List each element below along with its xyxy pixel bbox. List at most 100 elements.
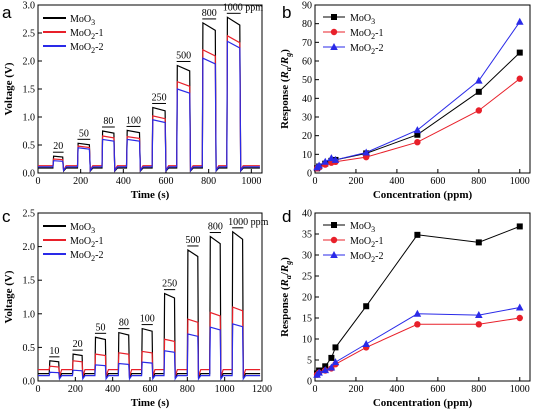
x-axis-label: Time (s) [131,189,170,201]
panel-label: c [2,207,11,226]
data-point [331,155,340,163]
x-tick-label: 200 [348,176,363,187]
y-tick-label: 70 [302,38,312,49]
x-tick-label: 200 [68,384,83,395]
pulse-label: 500 [176,50,191,61]
series-line-MoO3 [38,230,261,381]
y-tick-label: 0.5 [23,141,36,152]
pulse-label: 10 [49,346,59,357]
pulse-label: 500 [185,235,200,246]
data-point [327,363,336,371]
x-tick-label: 800 [471,176,486,187]
legend-label: MoO2-2 [350,251,383,264]
data-point [315,368,323,376]
data-point [331,358,340,366]
data-point [475,107,483,114]
data-point [413,126,422,134]
y-tick-label: 20 [302,131,312,142]
panel-c: c 0 200 400 600 800 1000 1200 0.0 0.5 1.0 1.5 2.0 2.5… [2,207,272,409]
panel-a: a 0 200 400 600 800 1000 0.0 0.5 1.0 1.5 2.0 2.5 3.0 T… [2,1,263,202]
y-tick-label: 30 [302,251,312,262]
x-tick-label: 600 [143,384,158,395]
data-point [332,344,339,351]
data-point [321,366,330,374]
y-tick-label: 90 [302,1,312,12]
data-point [516,223,523,230]
data-point [362,148,370,156]
y-tick-label: 1.0 [23,113,36,124]
x-axis-label: Concentration (ppm) [373,189,473,201]
pulse-label: 800 [202,8,217,19]
panel-label: b [282,3,291,22]
data-point [515,17,524,25]
data-point [414,139,421,146]
pulse-label: 250 [152,92,167,103]
x-tick-label: 800 [201,176,216,187]
legend-marker [331,14,337,20]
y-tick-label: 1.5 [23,85,36,96]
data-point [414,131,421,138]
legend-marker [330,251,338,258]
y-tick-label: 1.5 [23,276,36,287]
x-tick-label: 800 [471,384,486,395]
legend-marker [330,236,338,244]
legend-label: MoO2-2 [70,42,103,55]
y-tick-label: 50 [302,75,312,86]
data-point [515,303,524,311]
x-tick-label: 400 [116,176,131,187]
y-tick-label: 2.0 [23,57,36,68]
legend-label: MoO2-1 [70,236,103,249]
x-tick-label: 0 [36,176,41,187]
pulse-label: 50 [96,322,106,333]
data-point [362,340,370,348]
legend-label: MoO2-2 [70,250,103,263]
data-point [413,309,422,317]
y-tick-label: 2.5 [23,209,36,220]
x-tick-label: 400 [389,176,404,187]
data-point [414,321,421,328]
y-tick-label: 80 [302,19,312,30]
pulse-label: 20 [53,141,63,152]
pulse-label: 1000 ppm [228,217,269,228]
series-line-MoO3 [316,52,521,169]
x-tick-label: 800 [180,384,195,395]
pulse-label: 100 [140,314,155,325]
x-axis-label: Concentration (ppm) [373,397,473,409]
panel-b: b 0 200 400 600 800 1000 0 10 20 30 40 50 60 70 80 90 Con… [279,1,531,201]
pulse-label: 100 [126,115,141,126]
y-tick-label: 10 [302,335,312,346]
data-point [414,231,421,238]
legend-label: MoO3 [70,14,95,27]
y-tick-label: 30 [302,113,312,124]
pulse-label: 250 [162,279,177,290]
legend-marker [330,28,338,36]
legend-label: MoO2-1 [70,28,103,41]
y-tick-label: 0.5 [23,343,36,354]
x-tick-label: 600 [430,384,445,395]
data-point [475,321,483,328]
data-point [328,354,335,361]
legend-label: MoO3 [350,13,375,26]
series-line-MoO2-1 [316,78,521,169]
legend-marker [330,43,338,50]
panel-label: d [282,207,291,226]
y-tick-label: 40 [302,209,312,220]
x-axis-label: Time (s) [131,397,170,409]
y-axis-label: Voltage (V) [3,270,15,323]
data-point [475,88,482,95]
y-tick-label: 40 [302,94,312,105]
y-axis-label: Response (Ra/Rg) [279,49,293,129]
panel-label: a [2,3,12,22]
pulse-label: 1000 ppm [223,2,263,13]
y-tick-label: 60 [302,57,312,68]
data-point [362,153,370,161]
legend-marker [331,222,337,228]
x-tick-label: 600 [159,176,174,187]
data-point [516,314,523,322]
data-point [516,75,523,82]
data-point [327,154,336,162]
plot-frame [314,212,531,382]
series-line-MoO3 [316,225,520,374]
x-tick-label: 1000 [241,176,261,187]
